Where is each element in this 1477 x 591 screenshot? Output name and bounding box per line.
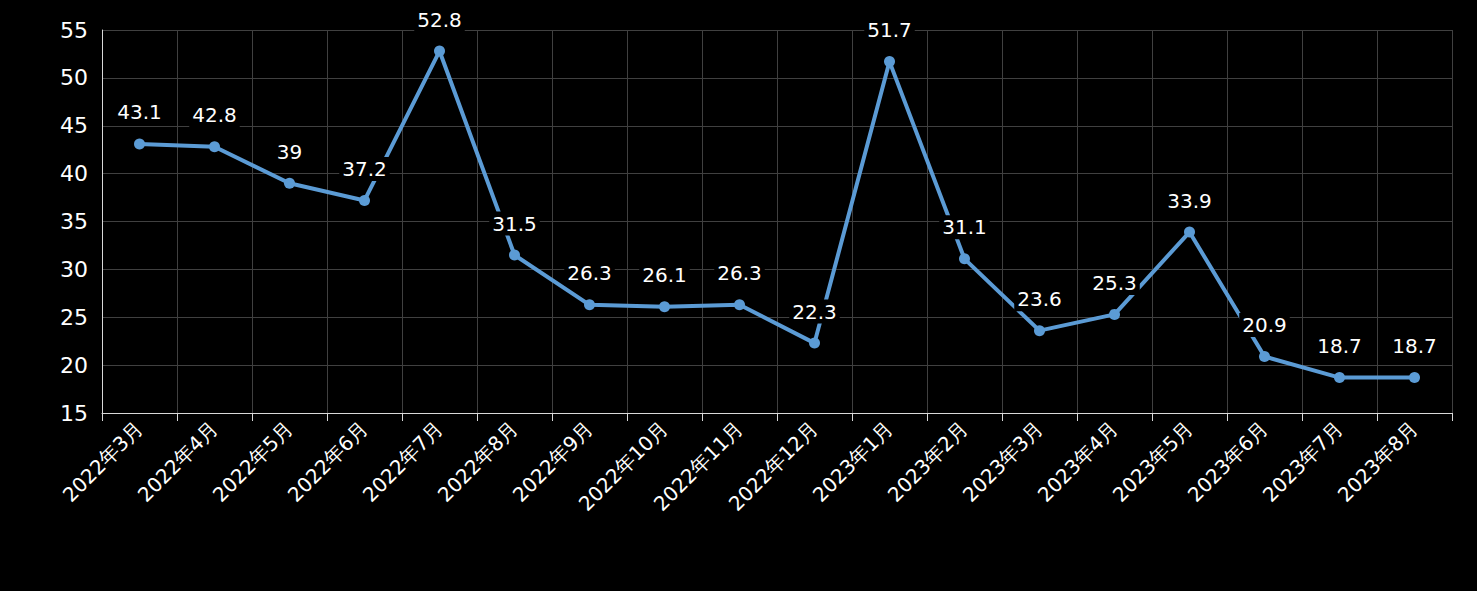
svg-text:2022年8月: 2022年8月	[433, 417, 523, 507]
svg-text:25: 25	[60, 305, 88, 330]
svg-text:2022年3月: 2022年3月	[58, 417, 148, 507]
svg-text:2023年6月: 2023年6月	[1183, 417, 1273, 507]
svg-text:20: 20	[60, 353, 88, 378]
svg-text:15: 15	[60, 401, 88, 426]
svg-text:33.9: 33.9	[1167, 189, 1212, 213]
svg-text:39: 39	[277, 140, 302, 164]
svg-text:45: 45	[60, 113, 88, 138]
svg-text:52.8: 52.8	[417, 8, 462, 32]
svg-text:25.3: 25.3	[1092, 271, 1137, 295]
svg-text:55: 55	[60, 18, 88, 43]
svg-text:2023年1月: 2023年1月	[808, 417, 898, 507]
svg-text:2023年3月: 2023年3月	[958, 417, 1048, 507]
svg-text:2022年11月: 2022年11月	[648, 416, 748, 516]
svg-text:2023年2月: 2023年2月	[883, 417, 973, 507]
svg-text:2023年5月: 2023年5月	[1108, 417, 1198, 507]
svg-text:37.2: 37.2	[342, 157, 387, 181]
svg-text:22.3: 22.3	[792, 300, 837, 324]
svg-text:31.1: 31.1	[942, 215, 987, 239]
svg-text:26.3: 26.3	[567, 261, 612, 285]
svg-text:20.9: 20.9	[1242, 313, 1287, 337]
svg-text:2023年8月: 2023年8月	[1333, 417, 1423, 507]
svg-text:23.6: 23.6	[1017, 287, 1062, 311]
svg-text:51.7: 51.7	[867, 18, 912, 42]
svg-text:42.8: 42.8	[192, 103, 237, 127]
svg-text:2022年6月: 2022年6月	[283, 417, 373, 507]
svg-text:2022年7月: 2022年7月	[358, 417, 448, 507]
svg-text:2023年7月: 2023年7月	[1258, 417, 1348, 507]
svg-text:50: 50	[60, 65, 88, 90]
svg-text:2022年9月: 2022年9月	[507, 416, 598, 507]
svg-text:26.1: 26.1	[642, 263, 687, 287]
svg-text:2022年5月: 2022年5月	[208, 417, 298, 507]
svg-text:18.7: 18.7	[1317, 334, 1362, 358]
svg-text:35: 35	[60, 209, 88, 234]
svg-text:18.7: 18.7	[1392, 334, 1437, 358]
svg-text:30: 30	[60, 257, 88, 282]
svg-text:43.1: 43.1	[117, 100, 162, 124]
svg-text:2022年12月: 2022年12月	[724, 417, 823, 516]
svg-text:31.5: 31.5	[492, 212, 537, 236]
svg-text:26.3: 26.3	[717, 261, 762, 285]
svg-text:2022年10月: 2022年10月	[573, 416, 673, 516]
svg-text:2022年4月: 2022年4月	[133, 417, 223, 507]
svg-text:2023年4月: 2023年4月	[1033, 417, 1123, 507]
svg-text:40: 40	[60, 161, 88, 186]
